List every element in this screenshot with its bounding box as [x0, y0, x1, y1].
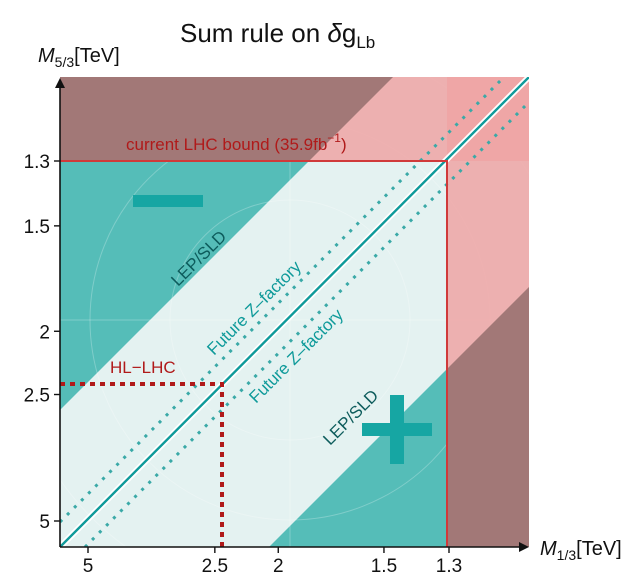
y-tick-label: 1.5	[24, 217, 50, 238]
minus-sign	[133, 195, 203, 207]
x-tick-label: 2	[273, 556, 284, 574]
y-tick-label: 2	[39, 322, 50, 343]
y-tick-label: 2.5	[24, 386, 50, 407]
plus-sign	[362, 395, 432, 464]
hl-lhc-bound-line	[60, 382, 224, 547]
overlap-bottom-right	[447, 287, 529, 547]
x-tick-label: 5	[83, 556, 94, 574]
y-ticks: 1.3 1.5 2 2.5 5	[24, 152, 60, 533]
x-tick-label: 1.5	[371, 556, 397, 574]
z-factory-upper-line	[60, 77, 507, 524]
diagonal-line	[60, 77, 529, 547]
y-tick-label: 5	[39, 512, 50, 533]
x-ticks: 5 2.5 2 1.5 1.3	[83, 547, 462, 574]
y-axis-label: M5/3[TeV]	[38, 45, 120, 70]
chart-title: Sum rule on δgLb	[180, 18, 375, 52]
y-tick-label: 1.3	[24, 152, 50, 173]
hl-lhc-label: HL−LHC	[110, 358, 176, 377]
lhc-bound-line	[60, 160, 448, 547]
lhc-bound-label: current LHC bound (35.9fb−1)	[126, 131, 347, 154]
overlap-top-left	[60, 77, 393, 161]
x-axis-label: M1/3[TeV]	[540, 538, 622, 563]
x-tick-label: 1.3	[436, 556, 462, 574]
plot-area	[60, 77, 529, 547]
z-factory-lower-line	[83, 99, 529, 547]
x-tick-label: 2.5	[202, 556, 228, 574]
